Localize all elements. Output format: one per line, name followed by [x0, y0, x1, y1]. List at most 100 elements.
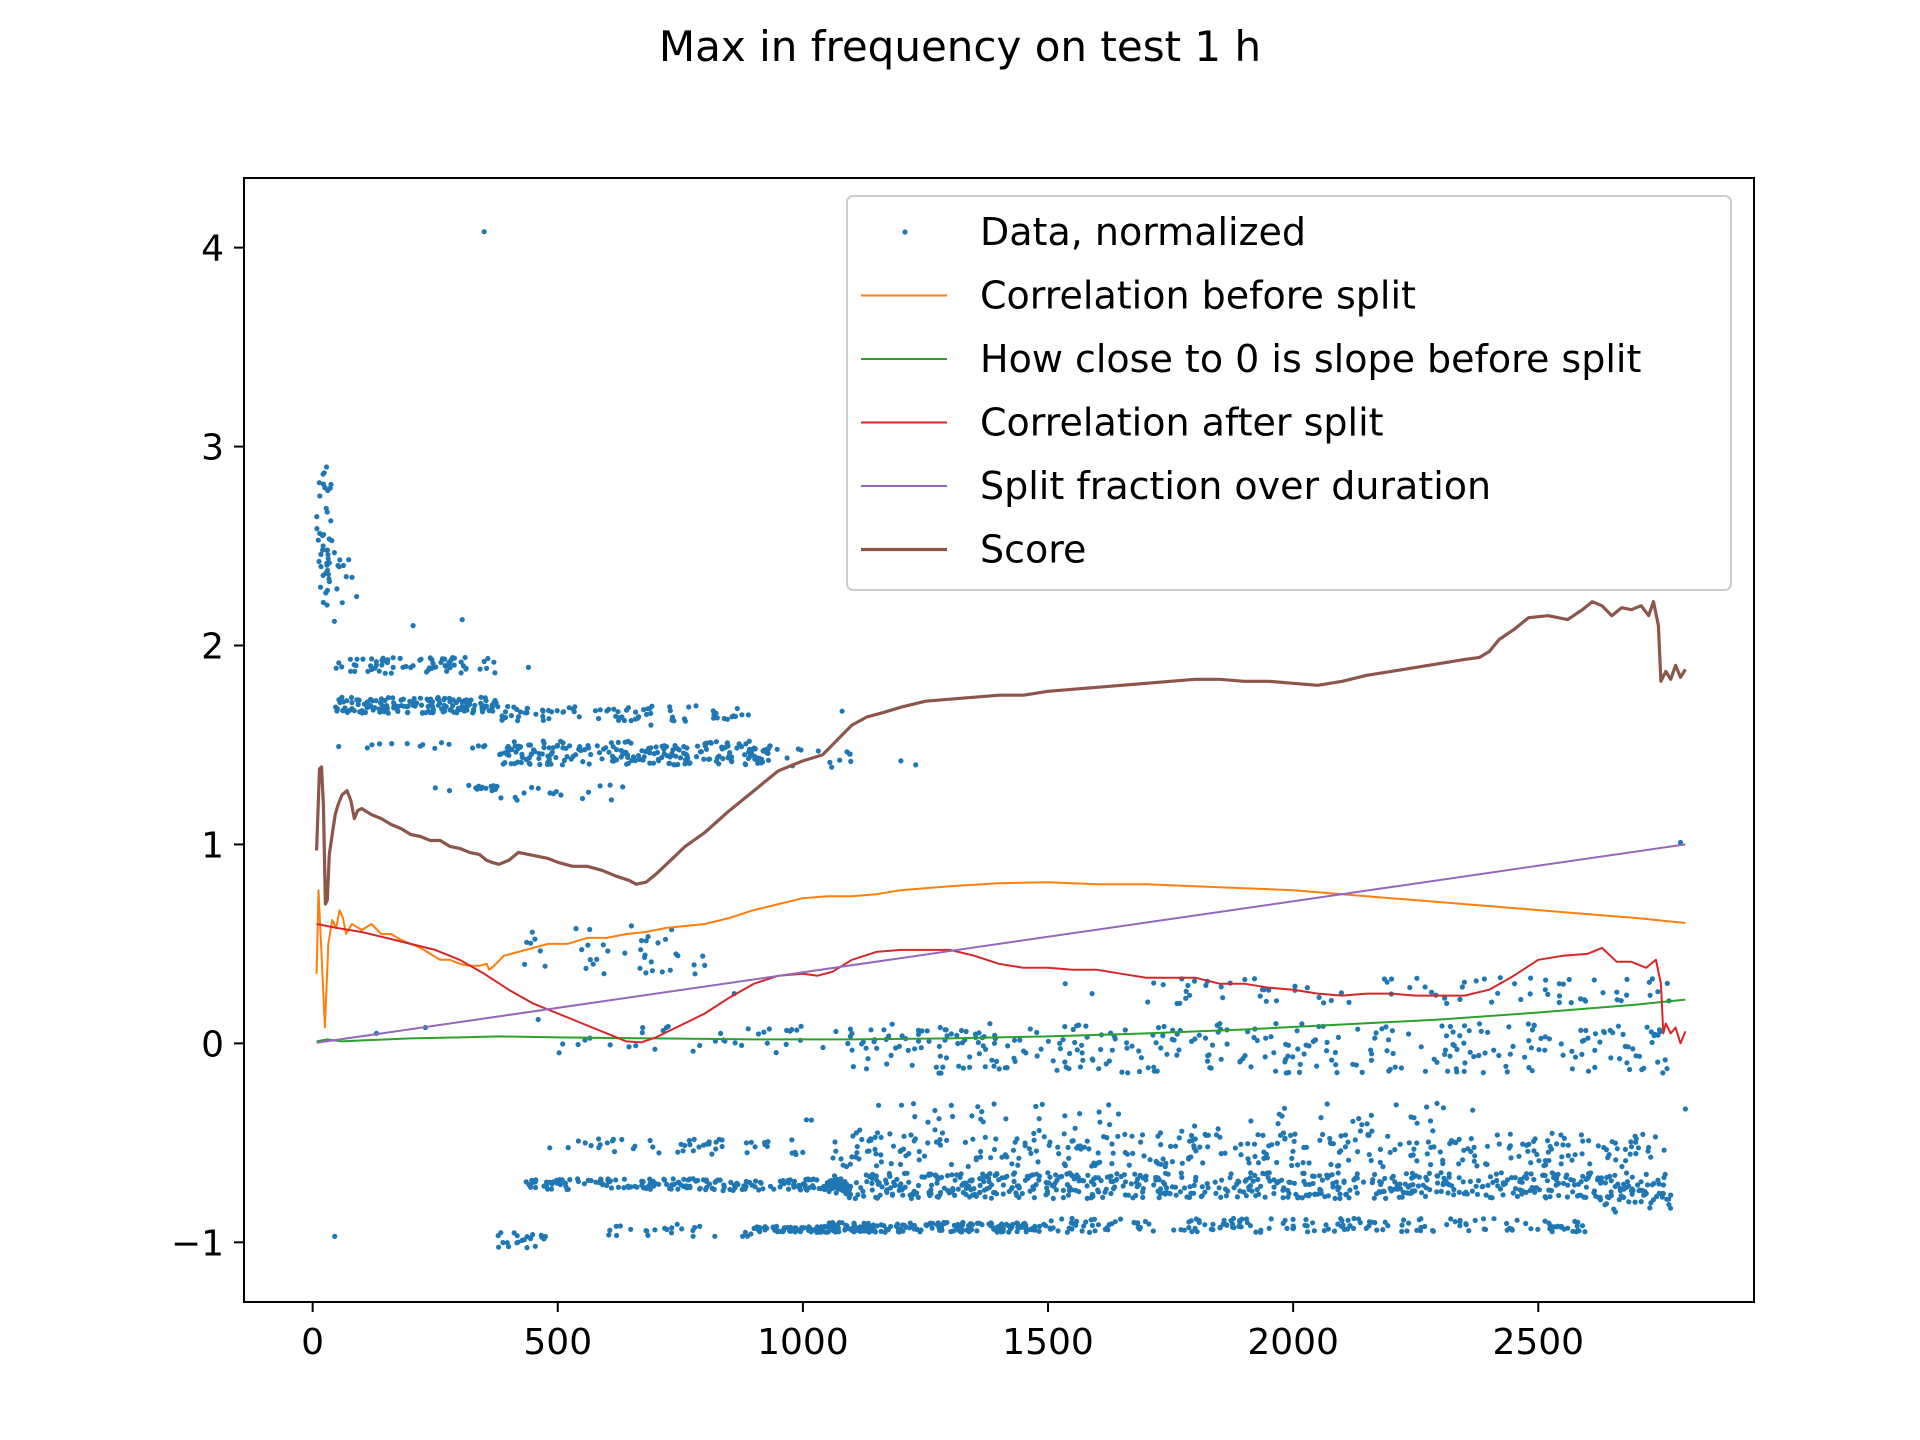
data-point: [1075, 1143, 1081, 1149]
data-point: [499, 717, 505, 723]
data-point: [653, 744, 659, 750]
data-point: [1560, 1142, 1566, 1148]
data-point: [1638, 1199, 1644, 1205]
data-point: [1036, 1177, 1042, 1183]
data-point: [678, 1141, 684, 1147]
data-point: [1213, 1132, 1220, 1138]
data-point: [1318, 1188, 1324, 1194]
data-point: [1632, 1199, 1638, 1205]
data-point: [476, 783, 482, 789]
data-point: [377, 741, 383, 747]
data-point: [582, 747, 588, 753]
data-point: [1452, 1219, 1458, 1225]
data-point: [540, 708, 546, 714]
data-point: [860, 1039, 866, 1045]
data-point: [1378, 1181, 1384, 1188]
data-point: [865, 1220, 871, 1226]
data-point: [1489, 999, 1495, 1005]
data-point: [800, 1149, 806, 1155]
data-point: [758, 756, 765, 762]
data-point: [857, 1127, 863, 1133]
data-point: [615, 709, 621, 715]
data-point: [548, 761, 554, 767]
data-point: [671, 718, 677, 724]
data-point: [1155, 1161, 1161, 1167]
data-point: [451, 655, 458, 661]
data-point: [632, 1183, 638, 1189]
data-point: [1510, 1190, 1516, 1196]
data-point: [1160, 1179, 1166, 1185]
data-point: [743, 741, 749, 747]
data-point: [1440, 1105, 1446, 1111]
data-point: [926, 1172, 932, 1178]
data-point: [560, 1041, 566, 1047]
data-point: [1450, 1029, 1456, 1035]
data-point: [1156, 1195, 1162, 1201]
data-point: [664, 1181, 670, 1188]
data-point: [604, 708, 610, 714]
data-point: [1081, 1144, 1087, 1150]
data-point: [1031, 1137, 1037, 1143]
data-point: [1260, 1170, 1266, 1176]
data-point: [993, 1136, 999, 1142]
data-point: [1280, 1187, 1286, 1193]
data-point: [1542, 1047, 1548, 1053]
data-point: [937, 1024, 943, 1031]
data-point: [1000, 1191, 1006, 1197]
data-point: [1248, 1170, 1254, 1176]
data-point: [615, 1184, 622, 1190]
data-point: [1414, 975, 1420, 981]
data-point: [457, 705, 463, 712]
data-point: [1623, 1158, 1629, 1164]
data-point: [1472, 1153, 1478, 1159]
data-point: [1621, 1194, 1627, 1200]
data-point: [1106, 1102, 1112, 1108]
data-point: [529, 1180, 535, 1186]
data-point: [1263, 998, 1269, 1004]
data-point: [1014, 1229, 1020, 1235]
data-point: [1583, 1194, 1589, 1200]
data-point: [1316, 994, 1322, 1001]
data-point: [348, 694, 355, 701]
data-point: [926, 1038, 932, 1044]
data-point: [786, 1180, 792, 1186]
data-point: [901, 1133, 907, 1139]
data-point: [1102, 1226, 1108, 1232]
data-point: [734, 745, 740, 751]
data-point: [1592, 1047, 1598, 1053]
data-point: [719, 1143, 725, 1150]
data-point: [382, 670, 388, 676]
data-point: [1583, 1184, 1589, 1190]
data-point: [1186, 1155, 1192, 1161]
data-point: [1558, 1132, 1564, 1138]
data-point: [1523, 1189, 1529, 1195]
data-point: [1062, 1113, 1068, 1119]
data-point: [1273, 1021, 1279, 1027]
data-point: [1558, 1161, 1564, 1167]
data-point: [1061, 1161, 1067, 1167]
data-point: [1579, 1151, 1585, 1157]
data-point: [874, 1177, 880, 1183]
data-point: [1556, 993, 1563, 999]
data-point: [1408, 1152, 1414, 1159]
data-point: [606, 1232, 612, 1238]
data-point: [1321, 1000, 1327, 1006]
data-point: [316, 480, 322, 486]
data-point: [1325, 1226, 1331, 1232]
data-point: [968, 1221, 974, 1227]
series-line-score: [315, 600, 1687, 906]
data-point: [1560, 1180, 1567, 1186]
data-point: [1555, 1223, 1561, 1229]
data-point: [643, 1228, 649, 1234]
data-point: [1325, 1174, 1331, 1180]
data-point: [980, 1119, 986, 1125]
data-point: [675, 1186, 681, 1192]
data-point: [1000, 1182, 1007, 1188]
data-point: [1248, 1118, 1254, 1124]
data-point: [1628, 1139, 1634, 1145]
data-point: [712, 1233, 718, 1239]
data-point: [991, 1146, 998, 1153]
data-point: [744, 1150, 750, 1156]
data-point: [639, 748, 645, 754]
data-point: [1563, 1174, 1569, 1180]
